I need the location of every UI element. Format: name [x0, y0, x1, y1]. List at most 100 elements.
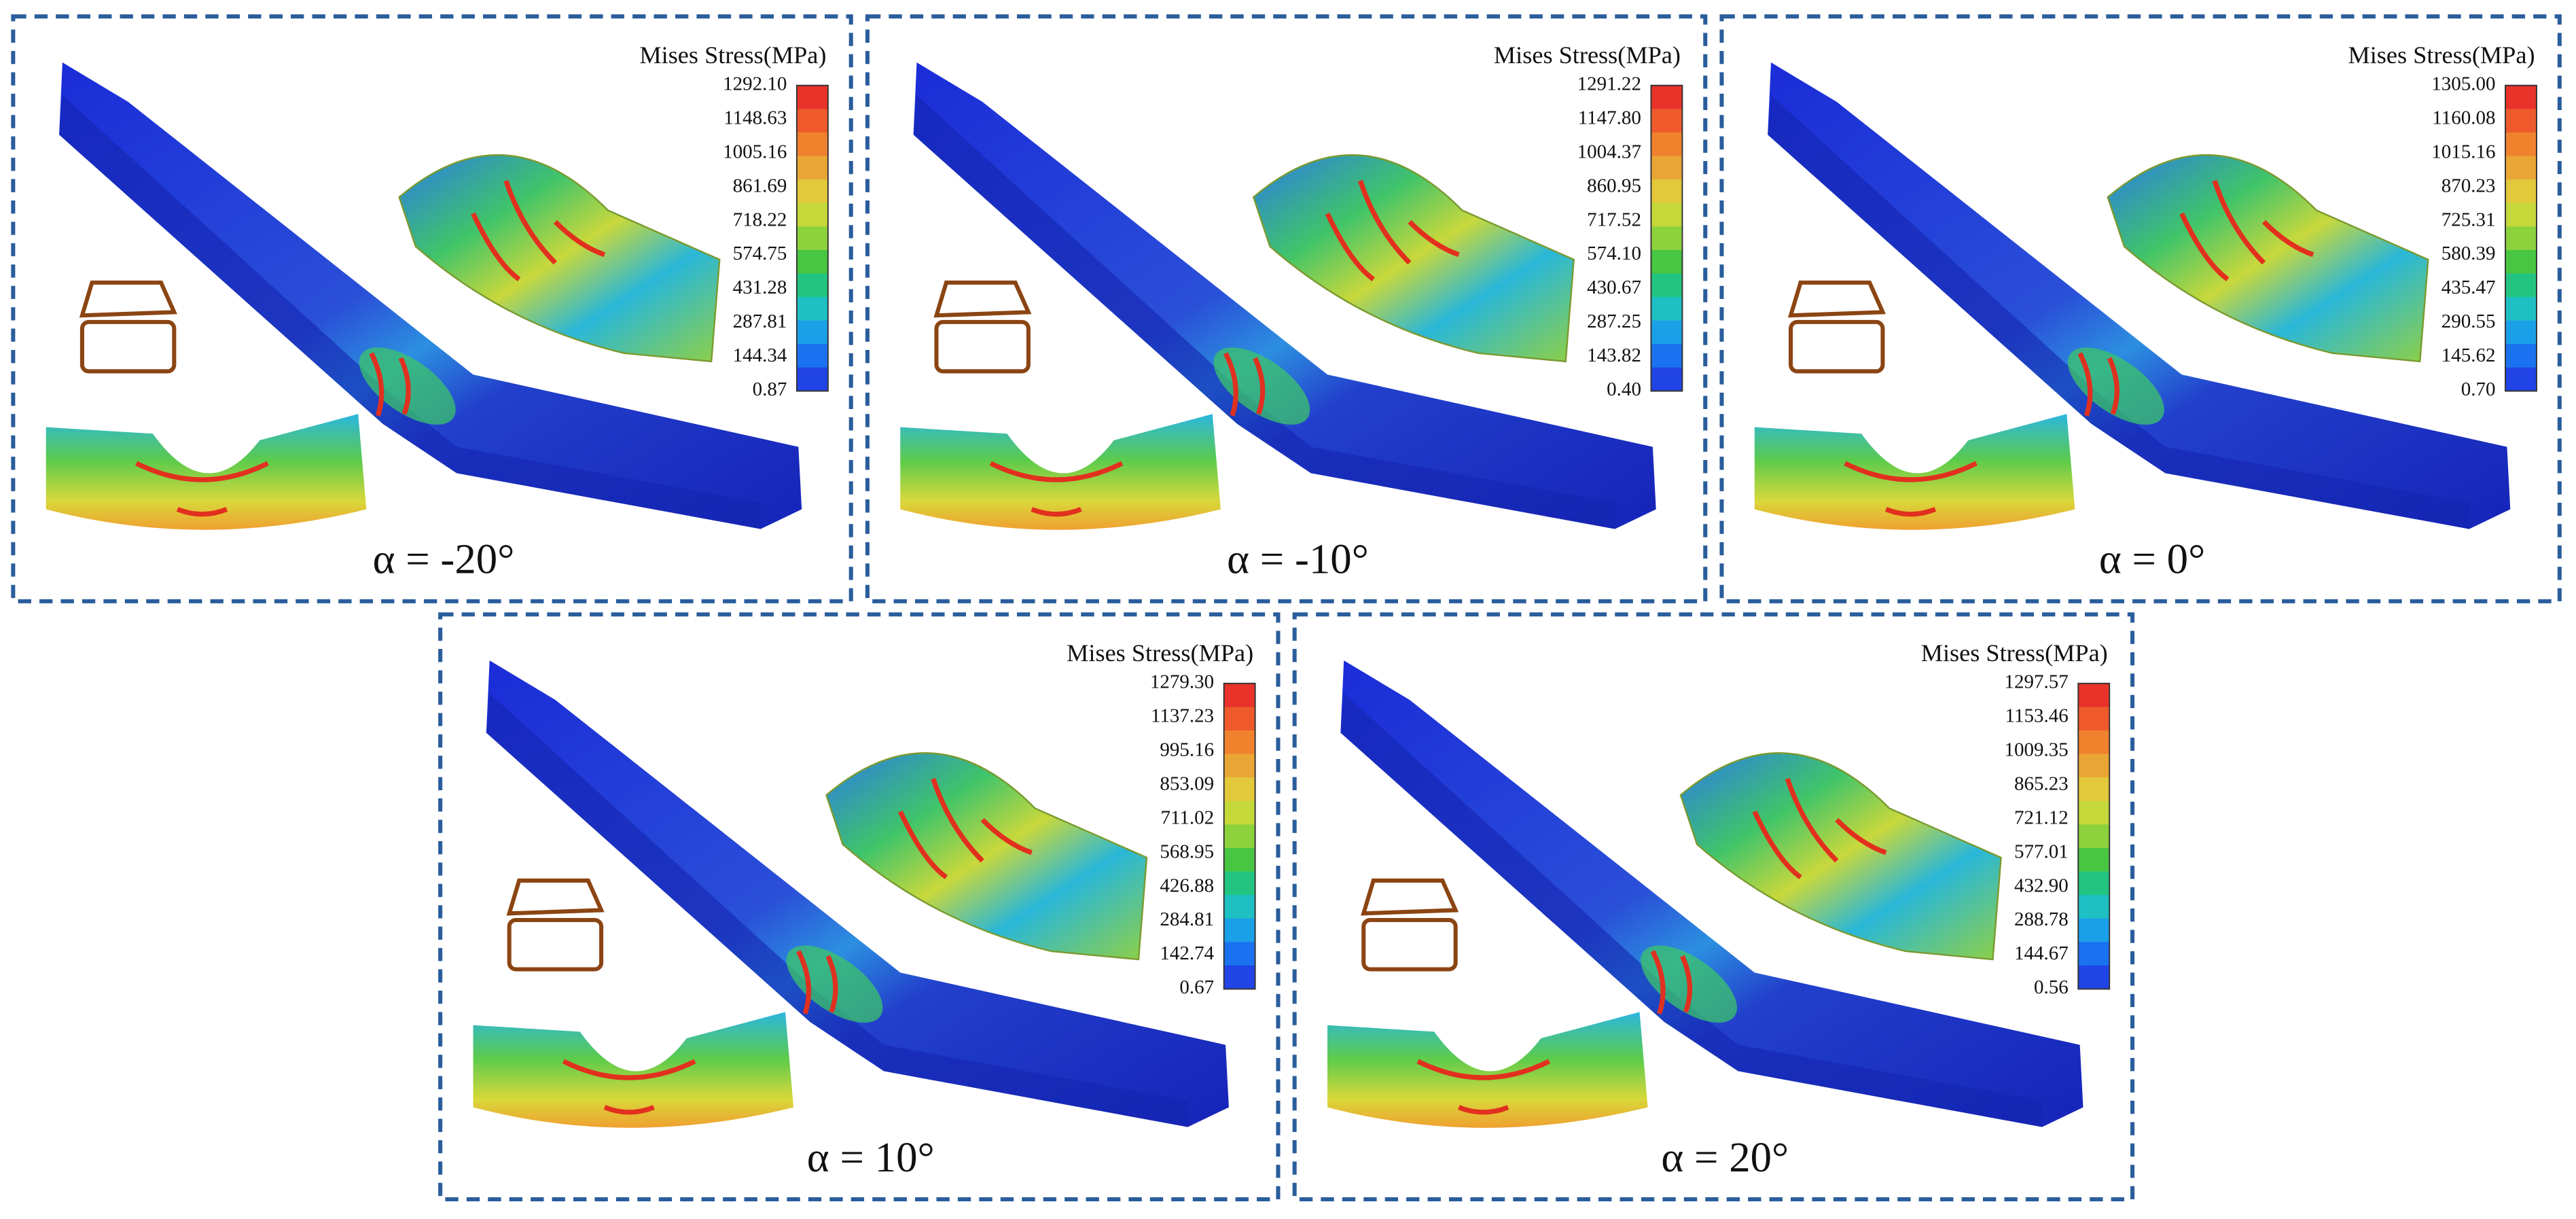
- panel: Mises Stress(MPa) 1305.00 1160.08 1015.16 87…: [1719, 14, 2562, 603]
- colorbar-band: [2078, 824, 2110, 849]
- legend-title: Mises Stress(MPa): [639, 41, 826, 69]
- colorbar-band: [2078, 754, 2110, 778]
- scale-label: 568.95: [1160, 841, 1214, 862]
- stress-crack: [1223, 352, 1266, 417]
- colorbar-band: [796, 273, 828, 298]
- section-lid: [933, 280, 1032, 318]
- colorbar-band: [2078, 707, 2110, 731]
- scale-label: 574.75: [733, 243, 787, 264]
- colorbar-band: [1223, 965, 1255, 990]
- colorbar-frame: [2077, 682, 2111, 990]
- colorbar-band: [796, 297, 828, 321]
- tube-crack: [897, 777, 1033, 880]
- colorbar-band: [1651, 367, 1683, 392]
- colorbar-band: [1223, 777, 1255, 802]
- arc-crack: [1416, 1059, 1551, 1115]
- scale-label: 284.81: [1160, 908, 1214, 930]
- scale-label: 426.88: [1160, 874, 1214, 896]
- colorbar-band: [1651, 226, 1683, 251]
- scale-label: 0.67: [1179, 976, 1214, 998]
- colorbar-band: [1651, 132, 1683, 157]
- tube-crack: [1752, 777, 1887, 880]
- colorbar-band: [2505, 179, 2537, 204]
- scale-label: 144.67: [2014, 942, 2069, 964]
- scale-label: 853.09: [1160, 773, 1214, 794]
- section-box: [934, 319, 1031, 374]
- tube: [398, 154, 721, 363]
- scale-label: 1137.23: [1151, 705, 1214, 726]
- panel-border: [438, 612, 1281, 1202]
- beam: [913, 62, 1656, 529]
- caption: α = 0°: [2099, 535, 2205, 583]
- colorbar-band: [2078, 730, 2110, 755]
- colorbar-band: [796, 367, 828, 392]
- colorbar-band: [1223, 847, 1255, 872]
- scale-label: 143.82: [1587, 344, 1641, 366]
- colorbar-band: [1223, 918, 1255, 943]
- panel-border: [865, 14, 1708, 603]
- colorbar-band: [2078, 847, 2110, 872]
- colorbar-band: [1651, 179, 1683, 204]
- scale-label: 1297.57: [2004, 671, 2068, 692]
- scale-label: 1153.46: [2005, 705, 2069, 726]
- scale-label: 0.70: [2461, 378, 2496, 400]
- colorbar-band: [1651, 156, 1683, 180]
- tube: [825, 752, 1148, 961]
- scale-label: 580.39: [2441, 243, 2496, 264]
- arc-piece: [46, 414, 367, 530]
- tube-crack: [2179, 179, 2314, 281]
- colorbar-band: [1651, 109, 1683, 133]
- scale-label: 711.02: [1160, 807, 1214, 828]
- arc-crack: [135, 461, 269, 517]
- section-lid: [1787, 280, 1886, 318]
- section-lid: [1361, 878, 1459, 916]
- colorbar-band: [2505, 297, 2537, 321]
- tube: [1252, 154, 1575, 363]
- scale-label: 725.31: [2441, 209, 2496, 230]
- arc-piece: [900, 414, 1221, 530]
- colorbar-band: [1223, 942, 1255, 966]
- colorbar-band: [2505, 132, 2537, 157]
- scale-label: 142.74: [1160, 942, 1214, 964]
- colorbar-band: [2505, 226, 2537, 251]
- legend-title: Mises Stress(MPa): [1067, 639, 1253, 667]
- scale-label: 870.23: [2441, 175, 2496, 196]
- colorbar-band: [2505, 320, 2537, 344]
- scale-label: 1279.30: [1150, 671, 1214, 692]
- colorbar-band: [796, 249, 828, 275]
- scale-label: 1160.08: [2432, 107, 2495, 128]
- colorbar-band: [2505, 249, 2537, 275]
- section-box: [507, 917, 604, 972]
- panel-border: [1292, 612, 2135, 1202]
- colorbar-band: [1223, 824, 1255, 849]
- colorbar-band: [2505, 367, 2537, 392]
- colorbar-band: [2078, 895, 2110, 919]
- colorbar-band: [2505, 109, 2537, 133]
- colorbar-band: [796, 156, 828, 180]
- scale-label: 1009.35: [2004, 739, 2068, 760]
- scale-label: 290.55: [2441, 311, 2496, 332]
- colorbar-frame: [1223, 682, 1256, 990]
- panel: Mises Stress(MPa) 1291.22 1147.80 1004.37 86…: [865, 14, 1708, 603]
- scale-label: 1147.80: [1578, 107, 1641, 128]
- scale-label: 1292.10: [723, 73, 787, 94]
- scale-label: 430.67: [1587, 277, 1641, 298]
- scale-label: 144.34: [733, 344, 787, 366]
- caption: α = 10°: [807, 1133, 935, 1181]
- colorbar-band: [1223, 683, 1255, 708]
- colorbar-frame: [795, 84, 829, 392]
- colorbar-band: [2078, 871, 2110, 896]
- scale-label: 435.47: [2441, 277, 2496, 298]
- section-lid: [79, 280, 177, 318]
- tube: [2107, 154, 2429, 363]
- colorbar-frame: [1650, 84, 1683, 392]
- scale-label: 865.23: [2014, 773, 2069, 794]
- tube-crack: [471, 179, 606, 281]
- scale-label: 1291.22: [1577, 73, 1641, 94]
- stress-crack: [796, 950, 838, 1014]
- colorbar-band: [796, 132, 828, 157]
- scale-label: 861.69: [733, 175, 787, 196]
- scale-label: 717.52: [1587, 209, 1641, 230]
- colorbar-band: [1651, 273, 1683, 298]
